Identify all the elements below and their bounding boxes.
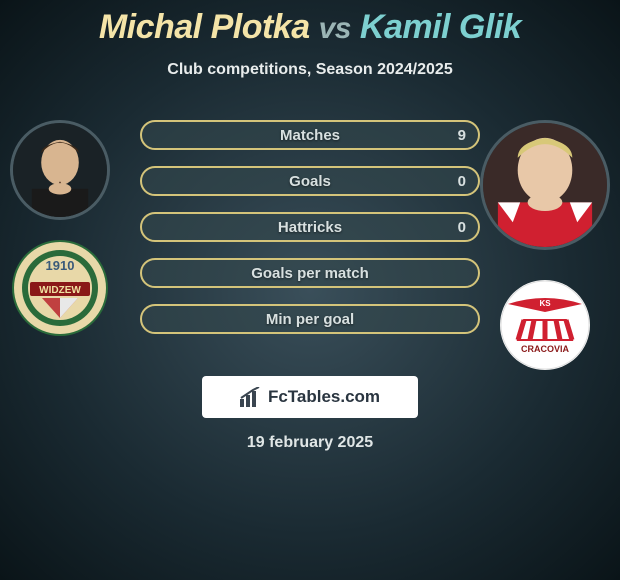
player1-silhouette-icon: [13, 123, 107, 217]
player1-avatar: [10, 120, 110, 220]
stat-value-right: 0: [458, 219, 466, 236]
brand-text: FcTables.com: [268, 387, 380, 407]
stat-value-right: 9: [458, 127, 466, 144]
right-column: KS CRACOVIA: [480, 120, 610, 370]
club2-badge-icon: KS CRACOVIA: [500, 280, 590, 370]
club1-badge-icon: 1910 WIDZEW: [12, 240, 108, 336]
club1-year: 1910: [46, 258, 75, 273]
stat-label: Min per goal: [266, 311, 354, 328]
stat-row-goals: Goals 0: [140, 166, 480, 196]
stat-row-hattricks: Hattricks 0: [140, 212, 480, 242]
brand-chart-icon: [240, 387, 262, 407]
stat-label: Goals: [289, 173, 331, 190]
stat-label: Matches: [280, 127, 340, 144]
left-column: 1910 WIDZEW: [10, 120, 110, 336]
player2-name: Kamil Glik: [360, 8, 521, 46]
stat-row-goals-per-match: Goals per match: [140, 258, 480, 288]
club2-badge: KS CRACOVIA: [500, 280, 590, 370]
stat-row-min-per-goal: Min per goal: [140, 304, 480, 334]
date-text: 19 february 2025: [0, 434, 620, 452]
stat-label: Hattricks: [278, 219, 342, 236]
player2-avatar: [480, 120, 610, 250]
club1-badge: 1910 WIDZEW: [12, 240, 108, 336]
subtitle-text: Club competitions, Season 2024/2025: [0, 61, 620, 79]
vs-label: vs: [319, 12, 351, 45]
stats-list: Matches 9 Goals 0 Hattricks 0 Goals per …: [140, 120, 480, 334]
club2-prefix: KS: [539, 299, 551, 308]
club2-text: CRACOVIA: [521, 344, 570, 354]
stat-row-matches: Matches 9: [140, 120, 480, 150]
player2-silhouette-icon: [483, 123, 607, 247]
player1-name: Michal Plotka: [99, 8, 310, 46]
stat-value-right: 0: [458, 173, 466, 190]
comparison-card: Michal Plotka vs Kamil Glik Club competi…: [0, 0, 620, 580]
brand-badge[interactable]: FcTables.com: [202, 376, 418, 418]
stat-label: Goals per match: [251, 265, 369, 282]
page-title: Michal Plotka vs Kamil Glik: [0, 0, 620, 47]
club1-banner: WIDZEW: [39, 285, 81, 296]
